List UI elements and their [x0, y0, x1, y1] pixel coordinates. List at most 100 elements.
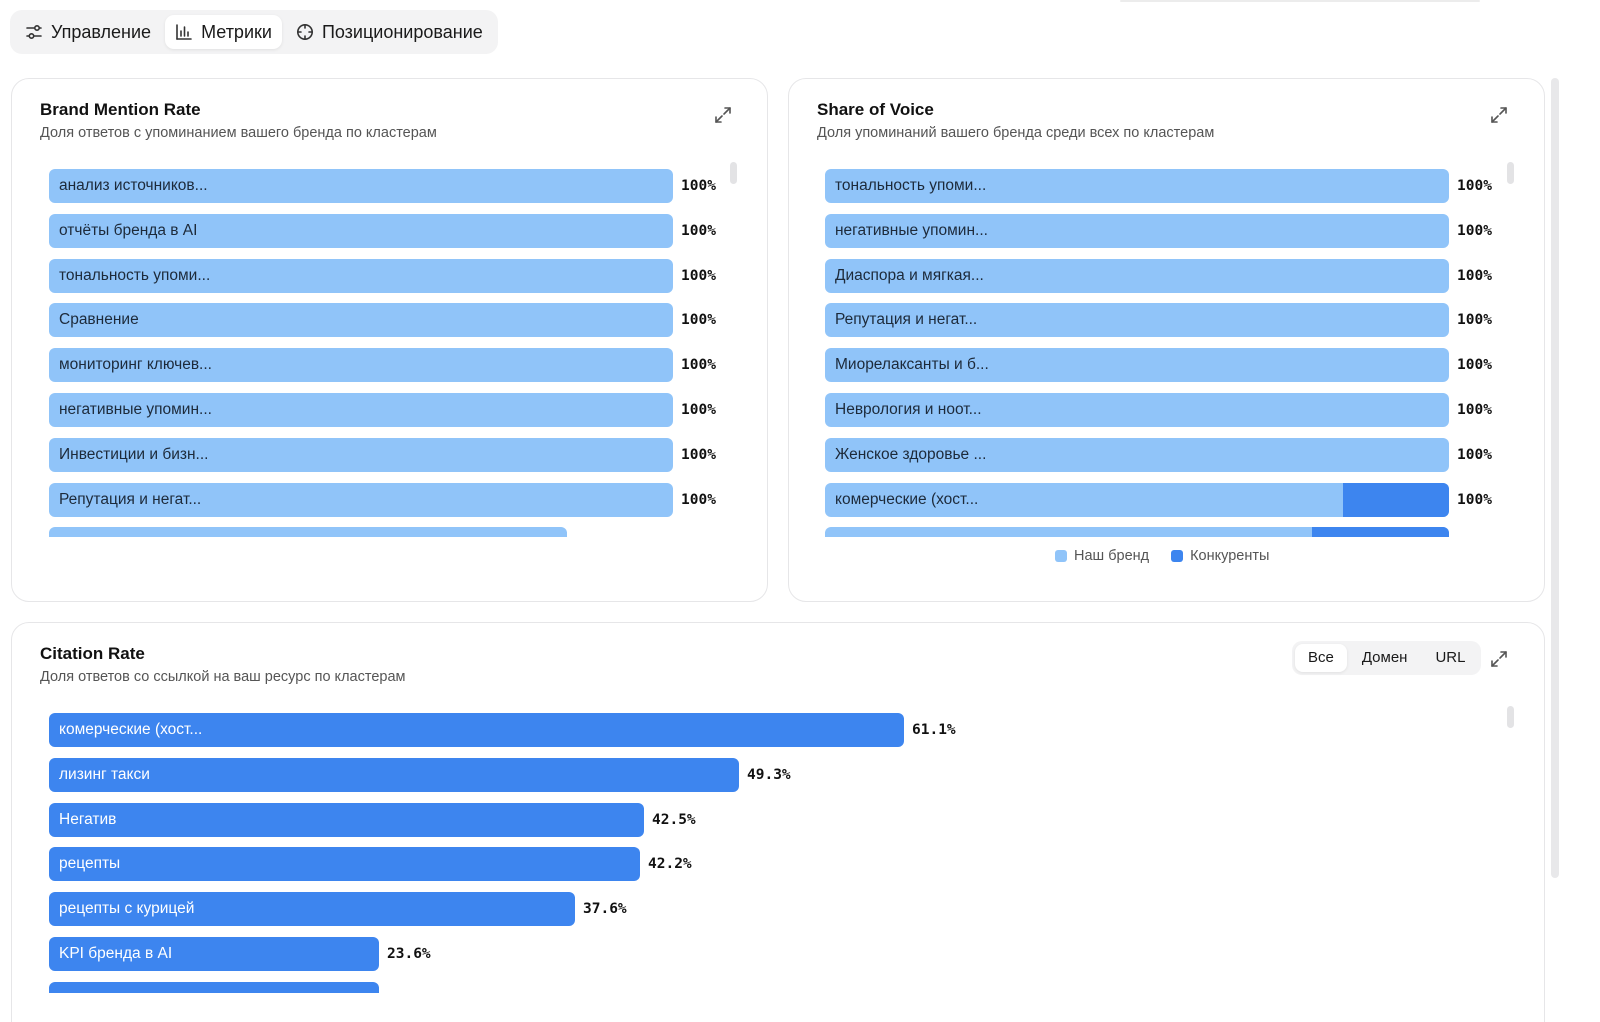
bar-row	[825, 527, 1449, 537]
bar-label: рецепты с курицей	[59, 900, 195, 918]
sliders-icon	[25, 23, 43, 41]
bar-row: негативные упомин... 100%	[49, 393, 716, 427]
bar-row: Миорелаксанты и б... 100%	[825, 348, 1492, 383]
bar-value: 100%	[681, 312, 716, 329]
bar-value: 100%	[1457, 357, 1492, 374]
bar-row: комерческие (хост... 100%	[825, 482, 1492, 517]
legend-item-brand: Наш бренд	[1055, 548, 1149, 564]
bar-row: рецепты с курицей 37.6%	[49, 892, 627, 927]
bar-value: 100%	[681, 267, 716, 284]
bar-label: Репутация и негат...	[59, 490, 202, 508]
bar-row: рецепты 42.2%	[49, 847, 692, 882]
bar-value: 100%	[1457, 267, 1492, 284]
bar-label: мониторинг ключев...	[59, 356, 212, 374]
bar-value: 23.6%	[387, 946, 431, 962]
share-of-voice-bars: тональность упоми... 100% негативные упоми…	[825, 169, 1515, 537]
expand-icon[interactable]	[1488, 104, 1510, 126]
scrollbar-thumb[interactable]	[1507, 162, 1514, 184]
bar[interactable]: комерческие (хост...	[49, 713, 904, 747]
bar-row	[49, 981, 379, 993]
bar-row: мониторинг ключев... 100%	[49, 348, 716, 383]
bar-row: отчёты бренда в AI 100%	[49, 213, 716, 248]
tab-label: Управление	[51, 21, 152, 42]
bar[interactable]: KPI бренда в AI	[49, 937, 379, 971]
bar[interactable]: Диаспора и мягкая...	[825, 258, 1449, 293]
bar[interactable]: тональность упоми...	[825, 169, 1449, 203]
bar-value: 100%	[1457, 402, 1492, 418]
expand-icon[interactable]	[1488, 648, 1510, 670]
bar-label: Негатив	[59, 810, 117, 828]
bar-segment-competitors	[1312, 527, 1449, 537]
bar[interactable]: Репутация и негат...	[49, 482, 673, 517]
bar-value: 100%	[681, 357, 716, 374]
bar[interactable]: рецепты	[49, 847, 640, 882]
bar[interactable]: негативные упомин...	[825, 213, 1449, 248]
bar-label: Репутация и негат...	[835, 311, 978, 329]
bar-row: лизинг такси 49.3%	[49, 757, 791, 792]
bar-row: Неврология и ноот... 100%	[825, 393, 1492, 427]
bar-label: лизинг такси	[59, 765, 150, 783]
bar[interactable]: Неврология и ноот...	[825, 393, 1449, 427]
bar-value: 100%	[1457, 312, 1492, 329]
tab-label: Метрики	[201, 21, 272, 42]
bar-label: комерческие (хост...	[59, 721, 203, 738]
bar-value: 100%	[681, 446, 716, 463]
bar[interactable]: мониторинг ключев...	[49, 348, 673, 383]
bar-segment-competitors	[1343, 482, 1449, 517]
tab-positioning[interactable]: Позиционирование	[286, 15, 493, 49]
bar[interactable]: Сравнение	[49, 303, 673, 338]
share-of-voice-card: Share of Voice Доля упоминаний вашего бр…	[788, 78, 1545, 602]
bar[interactable]: рецепты с курицей	[49, 892, 575, 927]
bar-label: тональность упоми...	[835, 177, 987, 194]
scrollbar-thumb[interactable]	[730, 162, 737, 184]
legend-label: Конкуренты	[1190, 548, 1270, 564]
tab-metrics[interactable]: Метрики	[165, 15, 282, 49]
bar[interactable]: тональность упоми...	[49, 258, 673, 293]
bar[interactable]: Женское здоровье ...	[825, 437, 1449, 472]
bar-label: негативные упомин...	[59, 401, 212, 418]
chart-legend: Наш бренд Конкуренты	[1055, 548, 1269, 564]
bar[interactable]: Негатив	[49, 802, 644, 837]
bar-value: 100%	[681, 402, 716, 418]
filter-url-button[interactable]: URL	[1435, 649, 1466, 666]
legend-item-competitors: Конкуренты	[1171, 548, 1269, 564]
scrollbar-thumb[interactable]	[1507, 706, 1514, 728]
bar-row: Репутация и негат... 100%	[49, 482, 716, 517]
page-scrollbar[interactable]	[1551, 78, 1559, 878]
bar[interactable]: Репутация и негат...	[825, 303, 1449, 338]
filter-all-button[interactable]: Все	[1295, 644, 1347, 672]
bar-row: Диаспора и мягкая... 100%	[825, 258, 1492, 293]
bar[interactable]	[825, 527, 1449, 537]
bar-row: анализ источников... 100%	[49, 169, 716, 203]
bar[interactable]: отчёты бренда в AI	[49, 213, 673, 248]
bar-value: 49.3%	[747, 766, 791, 783]
bar-value: 42.5%	[652, 811, 696, 828]
expand-icon[interactable]	[712, 104, 734, 126]
card-subtitle: Доля ответов с упоминанием вашего бренда…	[40, 125, 437, 141]
bar-value: 100%	[681, 491, 716, 508]
bar-row: Негатив 42.5%	[49, 802, 696, 837]
bar-row	[49, 527, 567, 537]
bar-label: Миорелаксанты и б...	[835, 356, 989, 374]
bar-value: 100%	[1457, 178, 1492, 194]
bar[interactable]	[49, 527, 567, 537]
bar[interactable]: комерческие (хост...	[825, 482, 1449, 517]
bar-label: комерческие (хост...	[835, 490, 979, 508]
card-subtitle: Доля упоминаний вашего бренда среди всех…	[817, 125, 1215, 141]
legend-swatch	[1055, 550, 1067, 562]
bar[interactable]: Инвестиции и бизн...	[49, 437, 673, 472]
bar-row: Женское здоровье ... 100%	[825, 437, 1492, 472]
bar-label: Сравнение	[59, 311, 139, 329]
bar[interactable]: анализ источников...	[49, 169, 673, 203]
bar-label: KPI бренда в AI	[59, 945, 173, 962]
bar[interactable]: лизинг такси	[49, 757, 739, 792]
filter-domain-button[interactable]: Домен	[1361, 649, 1408, 666]
bar[interactable]	[49, 981, 379, 993]
bar-value: 100%	[681, 178, 716, 194]
bar[interactable]: негативные упомин...	[49, 393, 673, 427]
bar-label: тональность упоми...	[59, 266, 211, 284]
bar-value: 100%	[681, 222, 716, 239]
bar-value: 100%	[1457, 446, 1492, 463]
tab-management[interactable]: Управление	[15, 15, 161, 49]
bar[interactable]: Миорелаксанты и б...	[825, 348, 1449, 383]
